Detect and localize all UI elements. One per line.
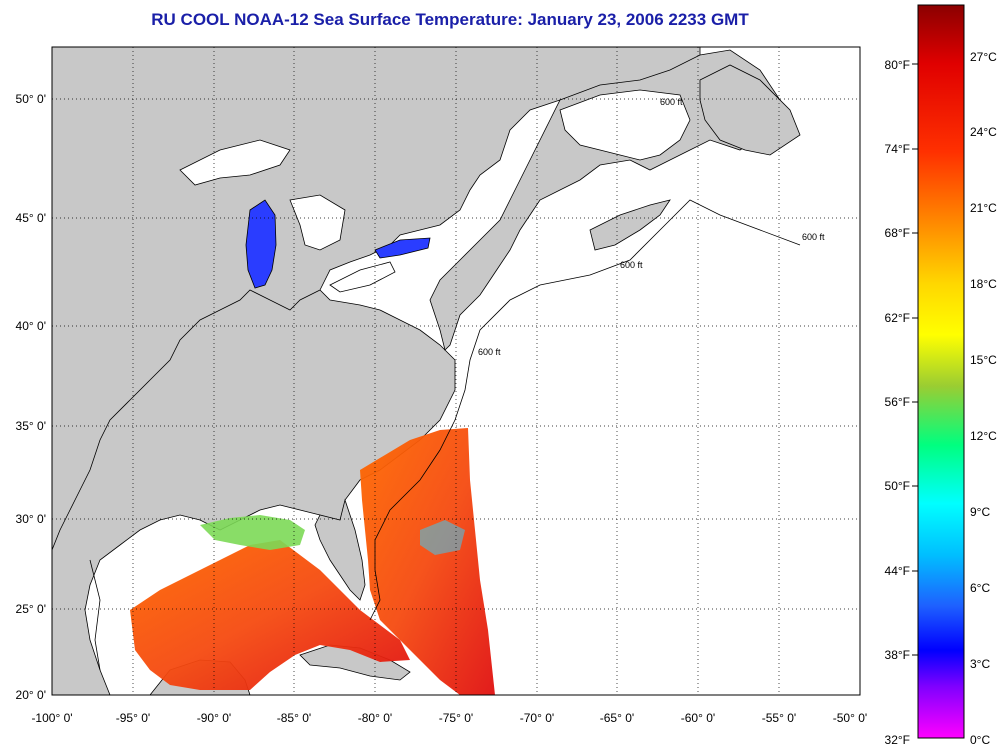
land-nova-scotia (589, 199, 671, 251)
lon-label: -95° 0' (116, 711, 150, 725)
lon-label: -85° 0' (277, 711, 311, 725)
sst-gulf-stream (360, 428, 495, 695)
sst-cool-patch (420, 520, 465, 555)
lon-label: -60° 0' (681, 711, 715, 725)
latitude-labels: 50° 0' 45° 0' 40° 0' 35° 0' 30° 0' 25° 0… (16, 92, 46, 702)
colorbar-ticks (912, 63, 918, 656)
cb-f-label: 68°F (885, 226, 910, 240)
cb-f-label: 44°F (885, 564, 910, 578)
sst-gulf-of-mexico (130, 540, 410, 690)
colorbar-celsius-labels: 27°C 24°C 21°C 18°C 15°C 12°C 9°C 6°C 3°… (970, 50, 997, 747)
cb-f-label: 32°F (885, 733, 910, 747)
lat-label: 40° 0' (16, 319, 46, 333)
map-title: RU COOL NOAA-12 Sea Surface Temperature:… (151, 10, 749, 29)
isobath-600ft (89, 199, 801, 671)
lat-label: 45° 0' (16, 211, 46, 225)
cb-c-label: 9°C (970, 505, 990, 519)
gulf-st-lawrence (559, 89, 691, 161)
cb-f-label: 50°F (885, 479, 910, 493)
contour-label-3: 600 ft (478, 347, 501, 357)
lat-label: 25° 0' (16, 602, 46, 616)
land-newfoundland (699, 64, 801, 156)
lake-superior (179, 139, 291, 186)
cb-f-label: 80°F (885, 58, 910, 72)
lat-label: 50° 0' (16, 92, 46, 106)
cb-f-label: 74°F (885, 142, 910, 156)
contour-label-2: 600 ft (620, 260, 643, 270)
cb-c-label: 15°C (970, 353, 997, 367)
cb-c-label: 27°C (970, 50, 997, 64)
cb-c-label: 21°C (970, 201, 997, 215)
lat-label: 35° 0' (16, 419, 46, 433)
cb-f-label: 56°F (885, 395, 910, 409)
cb-c-label: 3°C (970, 657, 990, 671)
lon-label: -70° 0' (520, 711, 554, 725)
lake-ontario (374, 237, 431, 259)
lon-label: -50° 0' (833, 711, 867, 725)
land-canada-east (429, 49, 781, 351)
contour-label-4: 600 ft (660, 97, 683, 107)
lon-label: -90° 0' (197, 711, 231, 725)
lake-erie (329, 261, 396, 293)
lon-label: -75° 0' (439, 711, 473, 725)
gridlines (52, 47, 860, 695)
lat-label: 20° 0' (16, 688, 46, 702)
lake-huron (289, 194, 346, 251)
lat-label: 30° 0' (16, 512, 46, 526)
cb-c-label: 6°C (970, 581, 990, 595)
lon-label: -65° 0' (600, 711, 634, 725)
cb-c-label: 18°C (970, 277, 997, 291)
colorbar-fahrenheit-labels: 80°F 74°F 68°F 62°F 56°F 50°F 44°F 38°F … (885, 58, 910, 747)
sst-gulf-coast-cool (200, 515, 305, 550)
lon-label: -55° 0' (762, 711, 796, 725)
map-panel: 600 ft 600 ft 600 ft 600 ft (52, 47, 860, 695)
lon-label: -100° 0' (31, 711, 72, 725)
lake-michigan (245, 199, 277, 289)
cb-c-label: 0°C (970, 733, 990, 747)
cb-c-label: 24°C (970, 125, 997, 139)
cb-f-label: 62°F (885, 311, 910, 325)
cb-f-label: 38°F (885, 648, 910, 662)
map-frame (51, 46, 861, 696)
lon-label: -80° 0' (358, 711, 392, 725)
cb-c-label: 12°C (970, 429, 997, 443)
contour-label-1: 600 ft (802, 232, 825, 242)
longitude-labels: -100° 0' -95° 0' -90° 0' -85° 0' -80° 0'… (31, 711, 867, 725)
colorbar (917, 4, 965, 739)
